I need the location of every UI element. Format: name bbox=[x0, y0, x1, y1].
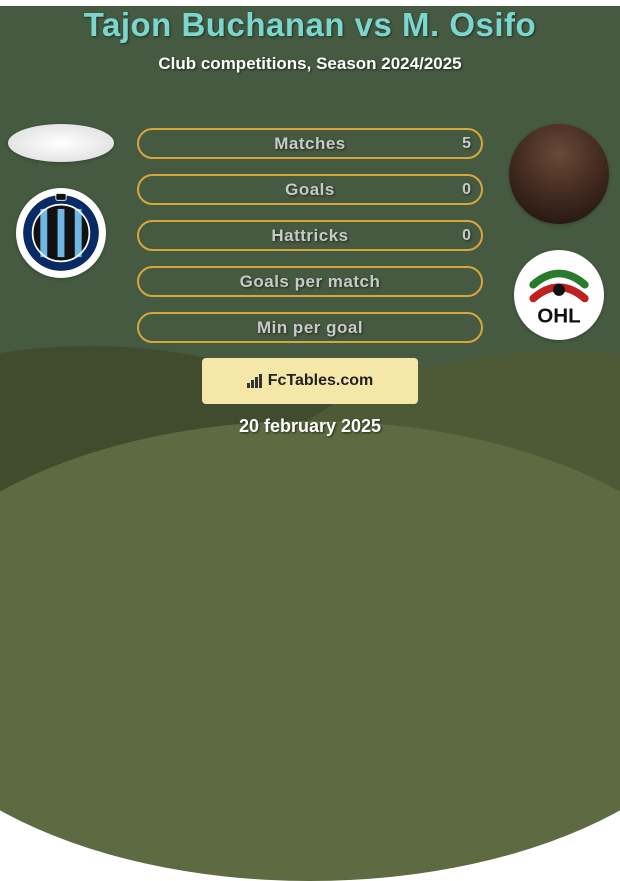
bar-chart-icon bbox=[247, 374, 262, 388]
right-player-photo bbox=[509, 124, 609, 224]
left-player-column bbox=[6, 124, 116, 278]
stat-bar: Matches 5 bbox=[137, 128, 483, 159]
stat-bar: Hattricks 0 bbox=[137, 220, 483, 251]
stat-bar-right-value: 0 bbox=[462, 227, 471, 245]
stat-bar-label: Matches bbox=[274, 134, 346, 154]
stat-bars: Matches 5 Goals 0 Hattricks 0 Goals per match M… bbox=[137, 128, 483, 343]
left-player-photo bbox=[8, 124, 114, 162]
stat-bar: Min per goal bbox=[137, 312, 483, 343]
ohl-icon: OHL bbox=[516, 252, 602, 338]
stat-bar: Goals per match bbox=[137, 266, 483, 297]
stat-bar-label: Hattricks bbox=[271, 226, 348, 246]
left-club-crest bbox=[16, 188, 106, 278]
club-brugge-icon bbox=[18, 190, 104, 276]
page-title: Tajon Buchanan vs M. Osifo bbox=[0, 6, 620, 44]
stat-bar-right-value: 0 bbox=[462, 181, 471, 199]
right-player-column: OHL bbox=[504, 124, 614, 340]
stat-bar-label: Min per goal bbox=[257, 318, 363, 338]
stat-bar: Goals 0 bbox=[137, 174, 483, 205]
fctables-badge: FcTables.com bbox=[202, 358, 418, 404]
decor-ellipse bbox=[0, 421, 620, 881]
stat-bar-right-value: 5 bbox=[462, 135, 471, 153]
footer-date: 20 february 2025 bbox=[239, 416, 381, 437]
page-subtitle: Club competitions, Season 2024/2025 bbox=[0, 54, 620, 74]
right-club-crest: OHL bbox=[514, 250, 604, 340]
stat-bar-label: Goals bbox=[285, 180, 335, 200]
svg-text:OHL: OHL bbox=[537, 305, 581, 328]
stat-bar-label: Goals per match bbox=[240, 272, 381, 292]
fctables-label: FcTables.com bbox=[268, 372, 374, 390]
